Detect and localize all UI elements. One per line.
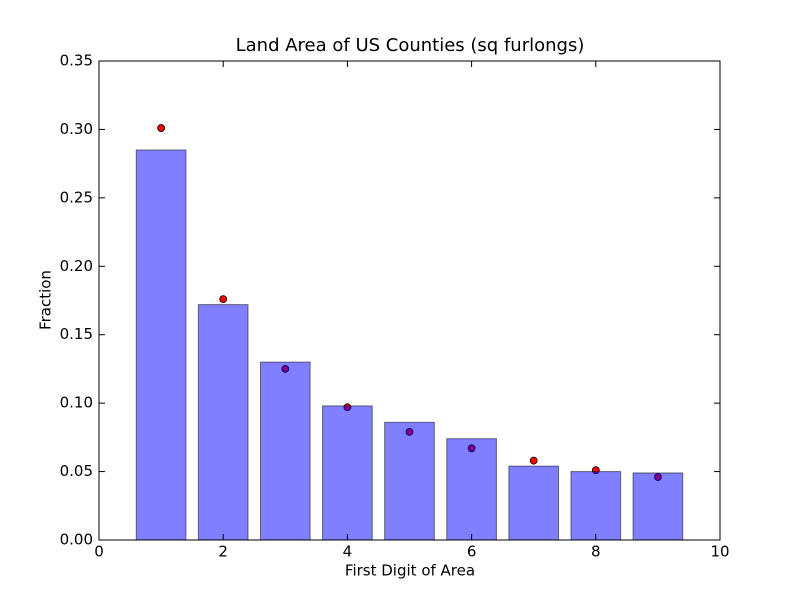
- bar: [446, 438, 497, 541]
- x-tick-label: 4: [343, 543, 353, 561]
- x-tick-label: 6: [467, 543, 477, 561]
- bar: [384, 421, 435, 541]
- x-tick-label: 0: [94, 543, 104, 561]
- y-tick-label: 0.05: [60, 462, 93, 480]
- x-tick-label: 2: [218, 543, 228, 561]
- y-tick-label: 0.00: [60, 531, 93, 549]
- bar: [259, 361, 311, 541]
- x-tick-label: 10: [710, 543, 729, 561]
- x-axis-label: First Digit of Area: [345, 562, 475, 580]
- expected-point: [219, 295, 228, 304]
- y-tick-label: 0.20: [60, 257, 93, 275]
- bar: [135, 149, 187, 541]
- y-tick-label: 0.30: [60, 120, 93, 138]
- expected-point: [529, 456, 538, 465]
- bar: [197, 304, 249, 541]
- bar: [632, 472, 684, 541]
- bar: [322, 405, 373, 541]
- y-tick-label: 0.10: [60, 394, 93, 412]
- chart-title: Land Area of US Counties (sq furlongs): [236, 35, 585, 56]
- y-tick-label: 0.35: [60, 52, 93, 70]
- x-tick-label: 8: [591, 543, 601, 561]
- y-tick-label: 0.25: [60, 188, 93, 206]
- bar: [570, 471, 622, 541]
- y-axis-label: Fraction: [37, 270, 55, 330]
- expected-point: [157, 124, 166, 132]
- bar: [508, 465, 560, 541]
- y-tick-label: 0.15: [60, 325, 93, 343]
- plot-frame: [98, 60, 721, 541]
